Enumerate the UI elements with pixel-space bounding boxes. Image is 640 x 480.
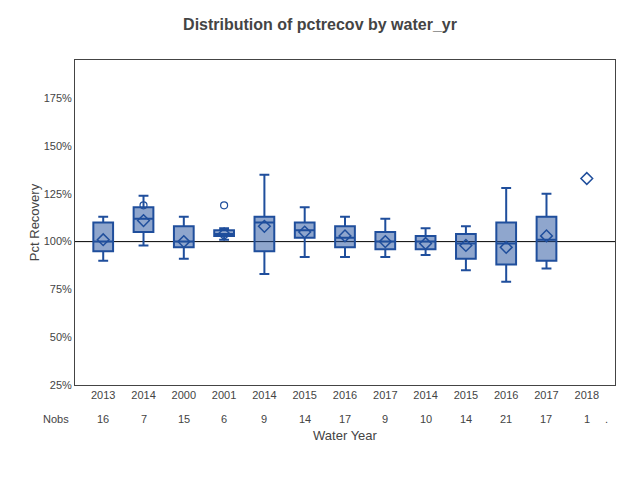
svg-text:Distribution of pctrecov by wa: Distribution of pctrecov by water_yr [183,16,457,33]
svg-text:15: 15 [178,413,190,425]
svg-text:10: 10 [420,413,432,425]
svg-text:2017: 2017 [534,389,558,401]
svg-text:2014: 2014 [413,389,437,401]
svg-text:7: 7 [141,413,147,425]
svg-text:100%: 100% [44,235,72,247]
svg-text:9: 9 [382,413,388,425]
svg-text:175%: 175% [44,92,72,104]
svg-text:75%: 75% [50,283,72,295]
svg-text:2000: 2000 [172,389,196,401]
svg-text:.: . [605,413,608,425]
svg-text:Pct Recovery: Pct Recovery [27,183,42,261]
svg-text:150%: 150% [44,140,72,152]
svg-text:2017: 2017 [373,389,397,401]
svg-text:2001: 2001 [212,389,236,401]
svg-text:2014: 2014 [131,389,155,401]
svg-text:14: 14 [460,413,472,425]
svg-text:Water Year: Water Year [313,428,378,443]
svg-text:Nobs: Nobs [43,413,69,425]
svg-text:2016: 2016 [494,389,518,401]
svg-text:1: 1 [584,413,590,425]
svg-text:2018: 2018 [575,389,599,401]
svg-text:2015: 2015 [454,389,478,401]
svg-text:2015: 2015 [292,389,316,401]
svg-text:9: 9 [261,413,267,425]
svg-text:2016: 2016 [333,389,357,401]
svg-text:2014: 2014 [252,389,276,401]
svg-text:14: 14 [299,413,311,425]
svg-text:21: 21 [500,413,512,425]
svg-text:6: 6 [221,413,227,425]
svg-text:17: 17 [540,413,552,425]
svg-text:2013: 2013 [91,389,115,401]
svg-text:125%: 125% [44,188,72,200]
svg-text:17: 17 [339,413,351,425]
svg-text:50%: 50% [50,331,72,343]
svg-text:25%: 25% [50,379,72,391]
svg-text:16: 16 [97,413,109,425]
